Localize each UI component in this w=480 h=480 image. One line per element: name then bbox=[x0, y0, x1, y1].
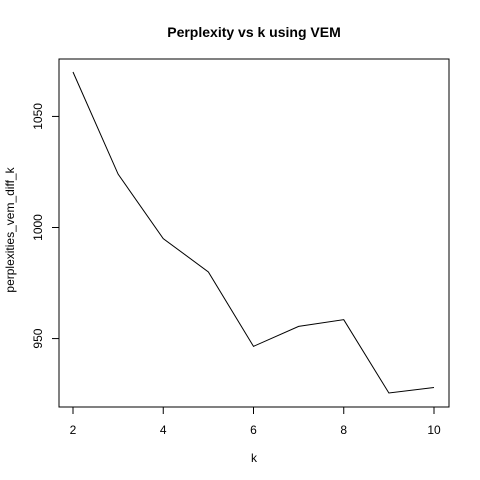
y-tick-label: 1000 bbox=[31, 214, 45, 241]
x-axis-label: k bbox=[251, 451, 258, 465]
y-axis: 950 1000 1050 bbox=[31, 103, 60, 349]
series-line bbox=[72, 71, 435, 394]
x-tick-label: 6 bbox=[250, 423, 257, 437]
x-axis: 2 4 6 8 10 bbox=[70, 406, 441, 437]
x-tick-label: 8 bbox=[340, 423, 347, 437]
x-tick-label: 4 bbox=[160, 423, 167, 437]
x-tick-label: 2 bbox=[70, 423, 77, 437]
chart-title: Perplexity vs k using VEM bbox=[167, 24, 341, 40]
x-tick-label: 10 bbox=[427, 423, 441, 437]
y-axis-label: perplexities_vem_diff_k bbox=[3, 166, 17, 292]
y-tick-label: 1050 bbox=[31, 103, 45, 130]
plot-frame bbox=[58, 58, 450, 408]
y-tick-label: 950 bbox=[31, 328, 45, 348]
